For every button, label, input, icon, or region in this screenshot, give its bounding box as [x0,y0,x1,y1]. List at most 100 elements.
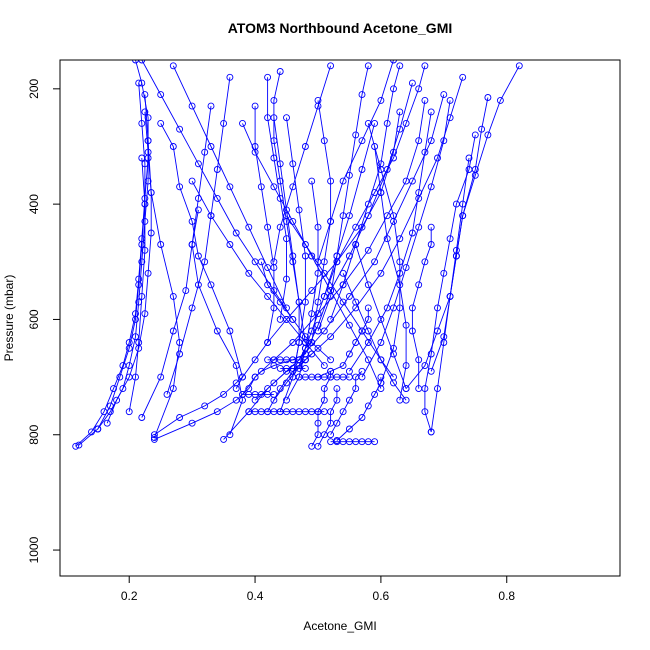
data-point [421,385,429,393]
data-point [358,373,366,381]
data-point [283,212,290,220]
data-point [176,350,184,358]
series-8 [150,119,246,439]
data-point [446,96,454,104]
data-point [345,350,353,358]
data-point [415,137,423,145]
data-point [135,339,143,346]
data-point [371,438,379,446]
data-point [364,281,372,289]
data-point [371,189,379,197]
data-point [320,408,328,416]
data-point [364,356,372,364]
data-point [415,356,423,364]
data-point [377,269,385,277]
series-37 [251,102,278,346]
data-point [283,396,290,404]
data-point [421,258,429,266]
data-point [327,431,335,439]
data-point [408,327,416,335]
data-point [289,258,297,266]
series-48 [169,62,290,312]
data-point [327,315,335,323]
data-point [377,315,385,323]
data-point [295,206,303,214]
data-point [138,258,146,266]
series-layer [72,60,523,450]
data-point [264,339,272,346]
data-point [327,287,335,295]
data-point [408,177,416,185]
data-point [257,367,265,375]
data-point [434,385,441,393]
data-point [364,402,372,410]
series-55 [264,356,309,364]
data-point [132,315,139,323]
series-line [430,97,489,372]
data-point [427,367,435,375]
series-line [172,65,287,309]
data-point [390,60,397,64]
y-tick-label: 1000 [27,536,41,563]
series-31 [421,131,479,436]
data-point [157,373,165,381]
data-point [396,62,404,70]
series-59 [276,364,309,372]
data-point [220,119,228,127]
data-point [276,177,284,185]
series-line [286,215,394,378]
data-point [141,108,149,116]
data-point [396,281,404,289]
data-point [201,148,209,156]
data-point [283,275,290,283]
series-line [361,100,451,378]
data-point [427,108,435,116]
data-point [194,281,202,289]
data-point [402,321,410,329]
series-line [330,65,401,320]
data-point [377,339,385,346]
data-point [125,344,133,352]
series-3 [94,91,152,433]
data-point [138,292,146,300]
data-point [427,350,435,358]
series-line [317,388,338,447]
data-point [427,241,435,248]
data-point [132,373,139,381]
data-point [434,327,441,335]
y-axis: 200 400 600 800 1000 [27,78,60,563]
data-point [396,108,404,116]
data-point [144,177,152,185]
data-point [377,96,385,104]
series-line [141,60,294,320]
data-point [339,362,347,370]
data-point [138,154,146,162]
data-point [270,287,278,295]
data-point [459,212,467,220]
data-point [383,119,391,127]
series-line [286,117,306,378]
data-point [141,200,149,208]
series-47 [138,60,297,323]
data-point [110,385,117,393]
data-point [314,223,322,231]
data-point [289,183,297,191]
data-point [402,385,410,393]
data-point [345,425,353,433]
data-point [257,183,265,191]
data-point [194,252,202,260]
data-point [301,241,309,248]
series-line [323,65,426,297]
series-5 [125,154,149,416]
data-point [345,292,353,300]
data-point [327,177,335,185]
data-point [377,356,385,364]
data-point [339,212,347,220]
data-point [383,235,391,243]
data-point [452,252,460,260]
data-point [408,304,416,312]
data-point [213,194,221,202]
data-point [352,241,360,248]
data-point [352,385,360,393]
data-point [213,166,221,173]
